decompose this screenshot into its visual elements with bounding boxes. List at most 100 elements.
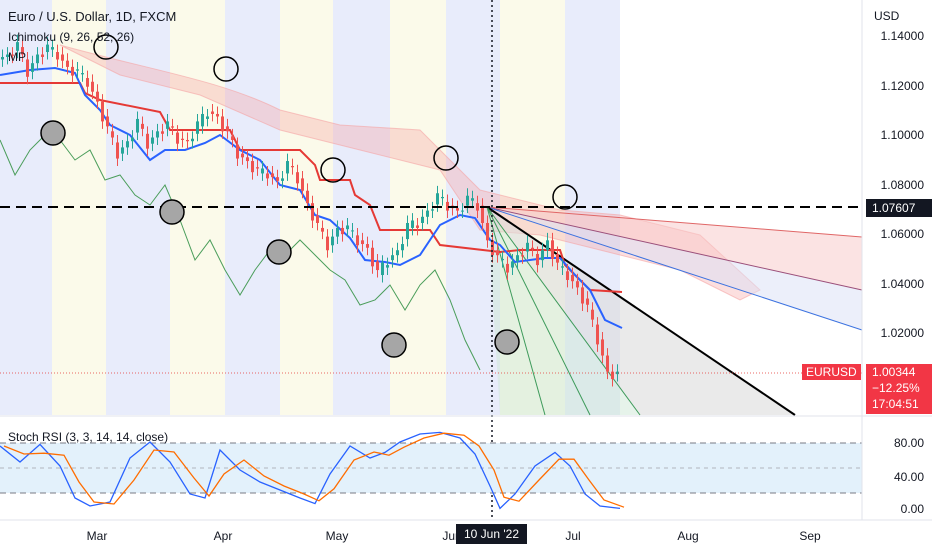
candle-body — [521, 255, 524, 257]
candle-body — [106, 116, 109, 127]
candle-body — [276, 177, 279, 181]
candle-body — [606, 355, 609, 372]
candle-body — [56, 52, 59, 60]
price-tick: 1.02000 — [880, 326, 924, 341]
candle-body — [466, 195, 469, 206]
candle-body — [491, 240, 494, 256]
price-tick: 1.06000 — [880, 227, 924, 242]
stoch-legend[interactable]: Stoch RSI (3, 3, 14, 14, close) — [8, 430, 169, 444]
candle-body — [496, 250, 499, 256]
symbol-title[interactable]: Euro / U.S. Dollar, 1D, FXCM — [8, 9, 177, 24]
price-candles — [1, 34, 619, 387]
candle-body — [121, 147, 124, 154]
candle-body — [71, 66, 74, 76]
candle-body — [21, 47, 24, 55]
month-apr: Apr — [213, 529, 233, 543]
candle-body — [566, 271, 569, 280]
ichimoku-legend[interactable]: Ichimoku (9, 26, 52, 26) — [8, 30, 135, 44]
candle-body — [66, 60, 69, 67]
candle-body — [306, 190, 309, 204]
symbol-tag: EURUSD — [802, 364, 861, 380]
month-sep: Sep — [799, 529, 821, 543]
candle-body — [386, 265, 389, 268]
oscillator-pane[interactable] — [0, 431, 862, 510]
candle-body — [366, 244, 369, 248]
candle-body — [221, 116, 224, 132]
candle-body — [91, 81, 94, 92]
candle-body — [311, 203, 314, 221]
candle-body — [561, 266, 564, 268]
candle-body — [336, 227, 339, 237]
stoch-tick-80: 80.00 — [893, 436, 924, 450]
candle-body — [421, 216, 424, 223]
candle-body — [586, 298, 589, 305]
candle-body — [531, 247, 534, 249]
candle-body — [236, 144, 239, 159]
fan-line-purple — [486, 206, 863, 291]
candle-body — [146, 133, 149, 149]
candle-body — [261, 168, 264, 174]
candle-body — [191, 138, 194, 142]
candle-body — [356, 235, 359, 246]
candle-body — [86, 78, 89, 87]
candle-body — [426, 210, 429, 217]
candle-body — [371, 247, 374, 267]
candle-body — [16, 42, 19, 51]
candle-body — [131, 137, 134, 142]
stoch-tick-0: 0.00 — [900, 502, 924, 516]
currency-label: USD — [874, 9, 900, 23]
candle-body — [556, 253, 559, 263]
candle-body — [61, 54, 64, 61]
last-price-box: 1.00344 −12.25% 17:04:51 — [866, 364, 932, 414]
candle-body — [511, 261, 514, 268]
candle-body — [6, 54, 9, 57]
main-pane[interactable] — [0, 0, 863, 520]
candle-body — [196, 121, 199, 134]
candle-body — [216, 113, 219, 117]
fan-line-green-2 — [486, 206, 591, 416]
candle-body — [241, 153, 244, 158]
candle-body — [351, 230, 354, 232]
candle-body — [176, 132, 179, 144]
crosshair-date-label: 10 Jun '22 — [456, 524, 528, 544]
candle-body — [476, 203, 479, 211]
candle-body — [31, 63, 34, 72]
candle-body — [316, 215, 319, 223]
candle-body — [341, 227, 344, 235]
candle-body — [516, 255, 519, 262]
candle-body — [296, 172, 299, 184]
candle-body — [181, 138, 184, 140]
candle-body — [581, 287, 584, 304]
candle-body — [611, 371, 614, 380]
month-mar: Mar — [86, 529, 108, 543]
candle-body — [96, 91, 99, 102]
candle-body — [11, 54, 14, 56]
circle-markers — [40, 34, 578, 358]
month-aug: Aug — [677, 529, 699, 543]
candle-body — [161, 131, 164, 134]
candle-body — [141, 123, 144, 129]
candle-body — [186, 139, 189, 142]
candle-body — [116, 142, 119, 159]
candle-body — [436, 193, 439, 205]
candle-body — [231, 136, 234, 140]
stoch-band-fill — [0, 443, 862, 493]
price-tick: 1.10000 — [880, 128, 924, 143]
candle-body — [41, 54, 44, 57]
candle-body — [156, 131, 159, 138]
candle-body — [536, 253, 539, 266]
candle-body — [471, 198, 474, 201]
tenkan-sen — [0, 66, 623, 329]
candle-body — [501, 258, 504, 261]
candle-body — [481, 205, 484, 223]
candle-body — [431, 209, 434, 211]
fan-line-black — [486, 206, 796, 416]
candle-body — [486, 222, 489, 241]
candle-body — [416, 225, 419, 228]
candle-body — [171, 126, 174, 128]
mp-legend[interactable]: MP — [8, 50, 26, 64]
candle-body — [551, 240, 554, 259]
fan-line-blue — [486, 206, 863, 331]
month-may: May — [325, 529, 349, 543]
